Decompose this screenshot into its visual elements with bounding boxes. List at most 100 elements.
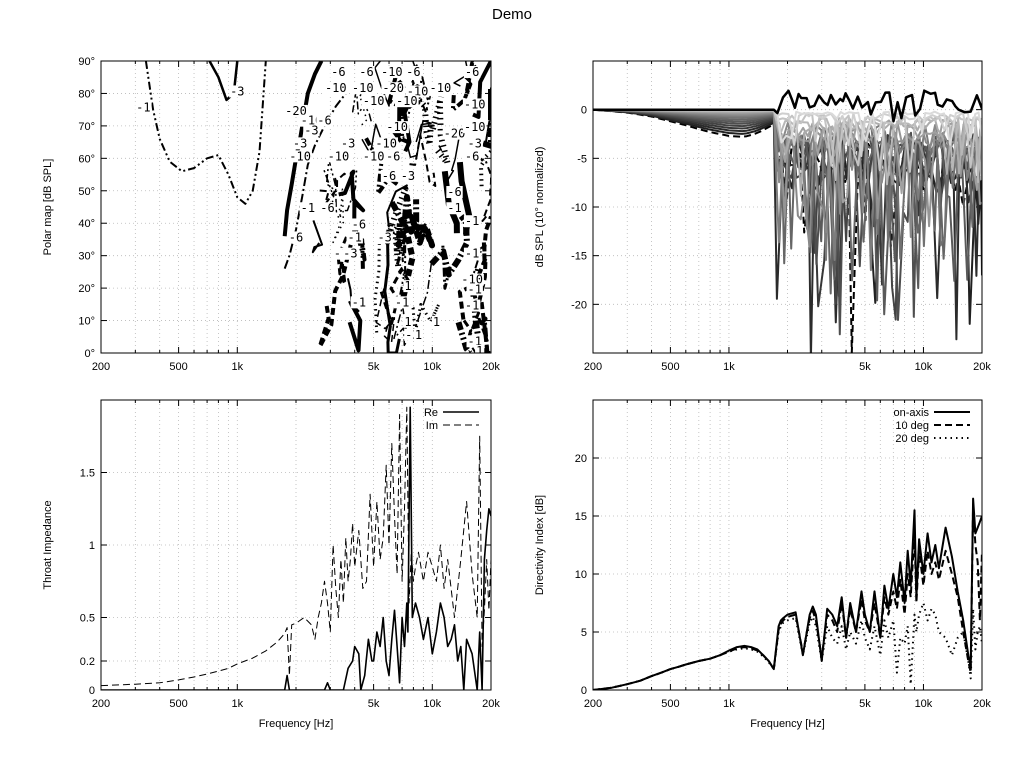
- x-tick-label: 200: [584, 698, 602, 710]
- series-re: [101, 406, 491, 690]
- y-tick-label: 0.2: [80, 656, 95, 668]
- contour-line: [409, 134, 437, 187]
- series-area: [101, 406, 491, 690]
- contour-label-bg: [403, 315, 413, 328]
- normalized-spl-panel: 200 500 1k 5k 10k 20k 0 -5 -10 -15 -20 dB SPL (10° …: [534, 60, 991, 373]
- contour-label-bg: [442, 127, 467, 140]
- plot-border: [592, 60, 983, 354]
- contour-line: [395, 210, 428, 265]
- contour-label: -3: [230, 84, 244, 98]
- y-tick-label: -10: [571, 202, 587, 214]
- y-tick-label: 0.5: [80, 613, 95, 625]
- x-tick-label: 500: [661, 698, 679, 710]
- contour-line: [338, 169, 366, 232]
- y-tick-label: 10°: [78, 316, 95, 328]
- contour-label-bg: [446, 186, 463, 199]
- contour-label: -10: [407, 84, 429, 98]
- contour-label-bg: [405, 85, 430, 98]
- contour-label: -10: [328, 149, 350, 163]
- contour-label: -6: [382, 169, 396, 183]
- contour-label: -1: [465, 214, 479, 228]
- contour-label: -10: [289, 149, 311, 163]
- contour-label-bg: [466, 283, 483, 296]
- y-tick-label: 5: [581, 627, 587, 639]
- contour-line: [453, 61, 472, 87]
- contour-label: -3: [341, 136, 355, 150]
- contour-label: -3: [293, 136, 307, 150]
- contour-label-bg: [475, 345, 485, 353]
- contour-line: [450, 61, 479, 112]
- contour-label-bg: [326, 150, 351, 163]
- x-tick-label: 1k: [231, 361, 243, 373]
- x-tick-label: 500: [169, 698, 187, 710]
- contour-label-bg: [381, 82, 405, 95]
- y-tick-label: -15: [571, 251, 587, 263]
- contour-area: -1-3-20-10-6-3-3-10-6 -6 -10 -6-10 -10 -20 -10…: [135, 61, 491, 358]
- contour-label: -1: [447, 201, 461, 215]
- contour-label-bg: [376, 231, 393, 244]
- x-tick-label: 20k: [482, 361, 500, 373]
- contour-label: -6: [331, 65, 345, 79]
- legend-label: Re: [424, 407, 438, 419]
- contour-line: [481, 215, 491, 266]
- contour-label: -6: [465, 65, 479, 79]
- contour-label-bg: [374, 137, 398, 150]
- y-tick-label: 1: [89, 540, 95, 552]
- contour-line: [384, 214, 408, 257]
- contour-label: -1: [352, 295, 366, 309]
- x-tick-label: 5k: [368, 361, 380, 373]
- contour-label-bg: [288, 150, 312, 163]
- contour-line: [393, 263, 433, 347]
- x-tick-label: 1k: [723, 361, 735, 373]
- y-tick-label: 1.5: [80, 468, 95, 480]
- contour-label-bg: [135, 101, 152, 114]
- grid: [101, 400, 491, 691]
- y-tick-label: 0: [581, 105, 587, 117]
- contour-label: -3: [377, 230, 391, 244]
- contour-label-bg: [399, 169, 417, 182]
- contour-label: -6: [352, 217, 366, 231]
- contour-label-bg: [385, 121, 409, 134]
- contour-label: -1: [467, 334, 481, 348]
- contour-label: -10: [464, 120, 486, 134]
- x-tick-label: 5k: [859, 361, 871, 373]
- contour-label-bg: [428, 82, 453, 95]
- contour-label-bg: [284, 104, 308, 117]
- x-tick-label: 10k: [423, 361, 441, 373]
- contour-label-bg: [384, 150, 402, 163]
- contour-line: [364, 137, 399, 196]
- contour-label-bg: [460, 273, 484, 286]
- contour-label-bg: [299, 202, 317, 215]
- contour-label-bg: [380, 65, 404, 78]
- contour-label: -6: [320, 201, 334, 215]
- x-tick-label: 10k: [915, 361, 933, 373]
- contour-label: -10: [464, 97, 486, 111]
- spl-curve: [593, 89, 982, 123]
- y-tick-label: 15: [575, 511, 587, 523]
- contour-label: -1: [465, 299, 479, 313]
- contour-label: -1: [347, 230, 361, 244]
- y-axis: 0 -5 -10 -15 -20: [571, 105, 982, 311]
- y-tick-label: 40°: [78, 218, 95, 230]
- contour-label: -10: [396, 94, 418, 108]
- y-axis-title: dB SPL (10° normalized): [534, 147, 546, 268]
- y-tick-label: 90°: [78, 56, 95, 68]
- contour-label: 1: [433, 315, 440, 329]
- contour-label-bg: [462, 98, 487, 111]
- contour-label: 1: [476, 344, 483, 358]
- contour-label-bg: [319, 202, 336, 215]
- y-axis-title: Polar map [dB SPL]: [42, 159, 54, 256]
- x-tick-label: 5k: [368, 698, 380, 710]
- contour-label-bg: [446, 202, 463, 215]
- y-tick-label: 0°: [84, 348, 95, 360]
- contour-label-bg: [463, 65, 481, 78]
- contour-label: -10: [461, 273, 483, 287]
- x-tick-label: 200: [92, 698, 110, 710]
- contour-line: [336, 236, 348, 286]
- contour-label: -10: [430, 81, 452, 95]
- series-area: [593, 497, 982, 690]
- x-tick-label: 1k: [231, 698, 243, 710]
- contour-label-bg: [291, 137, 309, 150]
- contour-label: -6: [447, 185, 461, 199]
